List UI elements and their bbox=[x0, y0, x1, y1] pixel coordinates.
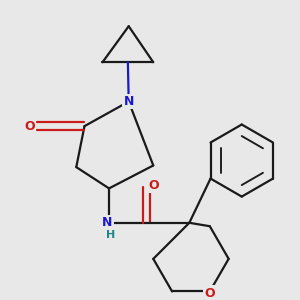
Text: N: N bbox=[124, 95, 134, 108]
Text: O: O bbox=[24, 120, 35, 133]
Text: O: O bbox=[205, 286, 215, 300]
Text: N: N bbox=[102, 216, 112, 229]
Text: H: H bbox=[106, 230, 115, 240]
Text: O: O bbox=[148, 178, 159, 192]
